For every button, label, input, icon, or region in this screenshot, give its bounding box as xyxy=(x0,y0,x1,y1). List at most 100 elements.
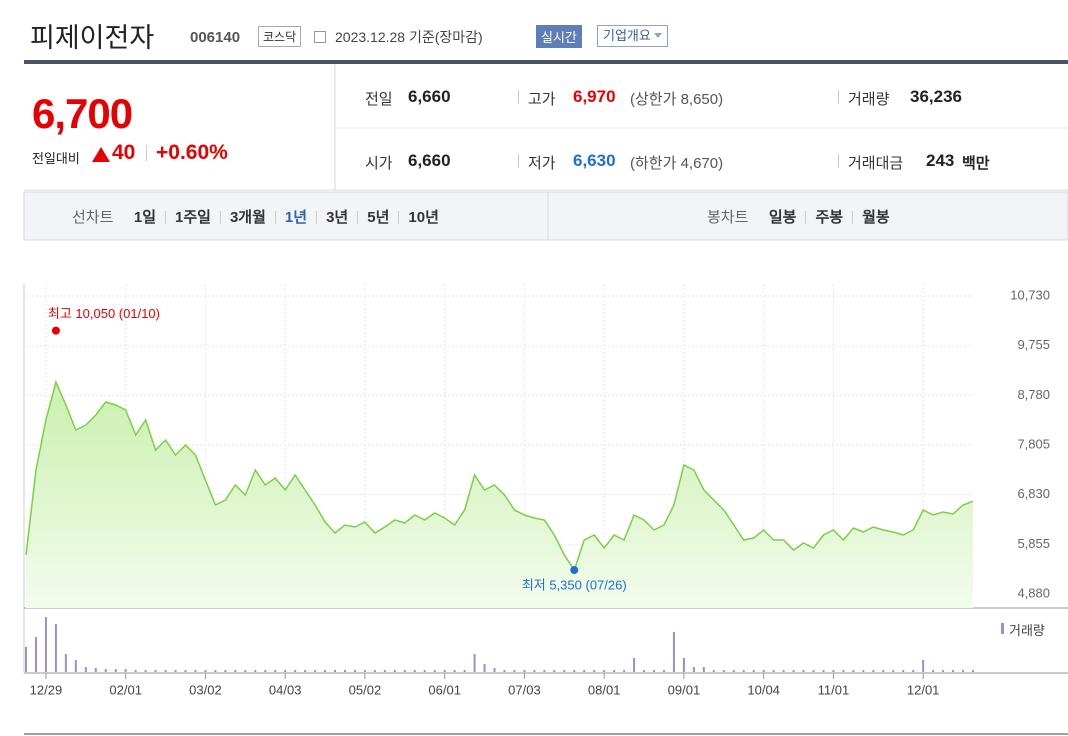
volume-bar xyxy=(314,670,317,672)
volume-bar xyxy=(902,670,905,672)
tab[interactable]: 3년 xyxy=(326,209,349,226)
tab[interactable]: 3개월 xyxy=(229,209,266,226)
amount: 243 xyxy=(926,151,955,170)
volume-bar xyxy=(124,669,127,672)
volume-bar xyxy=(742,670,745,672)
tab[interactable]: 1년 xyxy=(284,209,308,226)
x-tick-label: 07/03 xyxy=(508,682,541,697)
volume-legend-swatch xyxy=(1001,623,1004,634)
tab-bar xyxy=(23,191,1068,241)
volume-bar xyxy=(104,669,107,672)
y-tick-label: 6,830 xyxy=(1017,486,1050,501)
x-tick-label: 02/01 xyxy=(109,682,142,697)
low: 6,630 xyxy=(573,151,616,170)
volume-bar xyxy=(832,670,835,672)
volume-bar xyxy=(284,670,287,672)
volume-bar xyxy=(254,670,257,672)
volume-bar xyxy=(882,670,885,672)
volume-bar xyxy=(543,670,546,672)
prev-close: 6,660 xyxy=(408,87,451,106)
tab[interactable]: 5년 xyxy=(367,209,390,226)
realtime-button[interactable]: 실시간 xyxy=(536,25,582,48)
volume-bar xyxy=(503,670,506,672)
amount-label: 거래대금 xyxy=(848,155,904,172)
volume-bar xyxy=(34,637,37,672)
y-tick-label: 8,780 xyxy=(1017,387,1050,402)
volume-bar xyxy=(623,670,626,672)
tab-separator xyxy=(805,211,807,225)
volume-bar xyxy=(593,670,596,672)
change-label: 전일대비 xyxy=(32,151,80,166)
x-tick-label: 03/02 xyxy=(189,682,222,697)
area-fill xyxy=(26,382,973,608)
up-arrow xyxy=(92,147,110,162)
annotation-label: 최고 10,050 (01/10) xyxy=(48,306,160,321)
tab[interactable]: 주봉 xyxy=(815,209,844,226)
separator xyxy=(146,145,147,161)
high: 6,970 xyxy=(573,87,616,106)
volume-bar xyxy=(613,670,616,672)
stock-code: 006140 xyxy=(190,29,241,46)
company-info-button[interactable]: 기업개요 xyxy=(597,25,668,47)
tab[interactable]: 월봉 xyxy=(862,209,890,226)
volume-bar xyxy=(154,670,157,672)
volume-bar xyxy=(682,658,685,672)
volume-bar xyxy=(643,670,646,672)
volume-bar xyxy=(264,670,267,672)
annotation-label: 최저 5,350 (07/26) xyxy=(522,577,627,592)
annotation-dot xyxy=(51,326,60,335)
volume-bar xyxy=(423,670,426,672)
volume-bar xyxy=(194,670,197,672)
volume-bar xyxy=(473,654,476,672)
volume-bar xyxy=(64,654,67,672)
volume-bar xyxy=(244,670,247,672)
tab[interactable]: 1일 xyxy=(133,209,157,226)
volume-bar xyxy=(922,660,925,672)
y-tick-label: 5,855 xyxy=(1017,536,1050,551)
volume-bar xyxy=(782,670,785,672)
tab[interactable]: 1주일 xyxy=(175,209,211,226)
volume-bar xyxy=(802,670,805,672)
volume-bar xyxy=(692,667,695,672)
volume-bar xyxy=(483,664,486,672)
separator xyxy=(838,90,839,104)
volume-bar xyxy=(752,670,755,672)
volume-bar xyxy=(852,670,855,672)
volume-bar xyxy=(553,670,556,672)
volume-bar xyxy=(453,670,456,672)
volume-bar xyxy=(772,670,775,672)
volume-bar xyxy=(164,670,167,672)
volume-bar xyxy=(523,670,526,672)
volume-bar xyxy=(114,669,117,672)
volume-bar xyxy=(722,670,725,672)
change-pct: +0.60% xyxy=(156,141,228,164)
low-label: 저가 xyxy=(528,155,556,172)
volume-bar xyxy=(443,670,446,672)
volume-bar xyxy=(702,667,705,672)
calendar-icon xyxy=(314,31,326,43)
volume-bar xyxy=(732,670,735,672)
x-tick-label: 06/01 xyxy=(428,682,461,697)
tab[interactable]: 일봉 xyxy=(768,209,797,226)
line-chart-label: 선차트 xyxy=(72,209,114,226)
separator xyxy=(518,90,519,104)
volume-bar xyxy=(662,670,665,672)
company-info-label: 기업개요 xyxy=(603,28,651,43)
lower-limit: (하한가 4,670) xyxy=(630,155,724,172)
tab-separator xyxy=(357,211,359,225)
title: 피제이전자 xyxy=(30,23,155,53)
volume-bar xyxy=(353,670,356,672)
volume-bar xyxy=(304,670,307,672)
tab-separator xyxy=(852,211,854,225)
tab-separator xyxy=(398,211,400,225)
tab[interactable]: 10년 xyxy=(408,209,439,226)
volume-bar xyxy=(324,670,327,672)
volume-bar xyxy=(533,670,536,672)
volume-bar xyxy=(493,668,496,672)
volume-bar xyxy=(373,670,376,672)
x-tick-label: 05/02 xyxy=(349,682,382,697)
x-tick-label: 09/01 xyxy=(668,682,701,697)
volume-bar xyxy=(54,624,57,672)
volume: 36,236 xyxy=(910,87,962,106)
volume-bar xyxy=(204,670,207,672)
